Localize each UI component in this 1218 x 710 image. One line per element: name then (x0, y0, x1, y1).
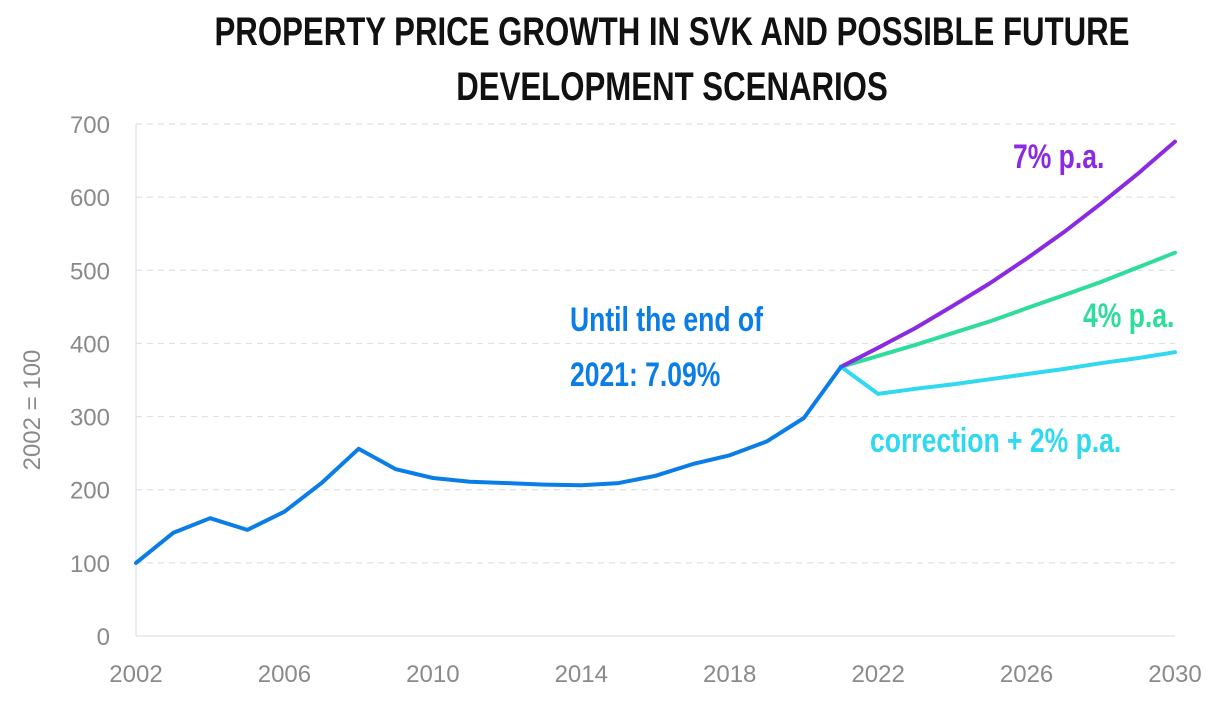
y-tick-label: 700 (70, 112, 110, 139)
x-tick-label: 2006 (258, 661, 311, 688)
y-tick-labels: 0 100 200 300 400 500 600 700 (70, 112, 110, 651)
annotation-line-2: 2021: 7.09% (570, 356, 720, 394)
x-tick-label: 2018 (703, 661, 756, 688)
y-tick-label: 0 (97, 624, 110, 651)
x-tick-label: 2030 (1148, 661, 1201, 688)
x-tick-label: 2026 (1000, 661, 1053, 688)
x-tick-label: 2014 (555, 661, 608, 688)
series-label-7pct: 7% p.a. (1013, 138, 1104, 176)
series-line-2 (839, 250, 1177, 369)
chart-title-line-2: DEVELOPMENT SCENARIOS (456, 64, 888, 109)
x-tick-label: 2010 (406, 661, 459, 688)
y-axis-label: 2002 = 100 (19, 350, 46, 471)
y-tick-label: 200 (70, 478, 110, 505)
x-tick-label: 2002 (109, 661, 162, 688)
y-tick-label: 300 (70, 405, 110, 432)
y-tick-label: 500 (70, 258, 110, 285)
series-label-correction: correction + 2% p.a. (870, 422, 1121, 460)
y-tick-label: 100 (70, 551, 110, 578)
gridlines (135, 123, 1175, 637)
chart-title-line-1: PROPERTY PRICE GROWTH IN SVK AND POSSIBL… (215, 9, 1130, 54)
y-tick-label: 600 (70, 185, 110, 212)
x-tick-label: 2022 (851, 661, 904, 688)
x-tick-labels: 2002 2006 2010 2014 2018 2022 2026 2030 (109, 661, 1201, 688)
series-line-1 (839, 139, 1177, 369)
y-tick-label: 400 (70, 331, 110, 358)
series-line-3 (839, 350, 1177, 396)
series-label-4pct: 4% p.a. (1083, 297, 1174, 335)
series-line-0 (134, 364, 843, 565)
series-lines (134, 139, 1177, 565)
annotation-line-1: Until the end of (570, 301, 764, 339)
